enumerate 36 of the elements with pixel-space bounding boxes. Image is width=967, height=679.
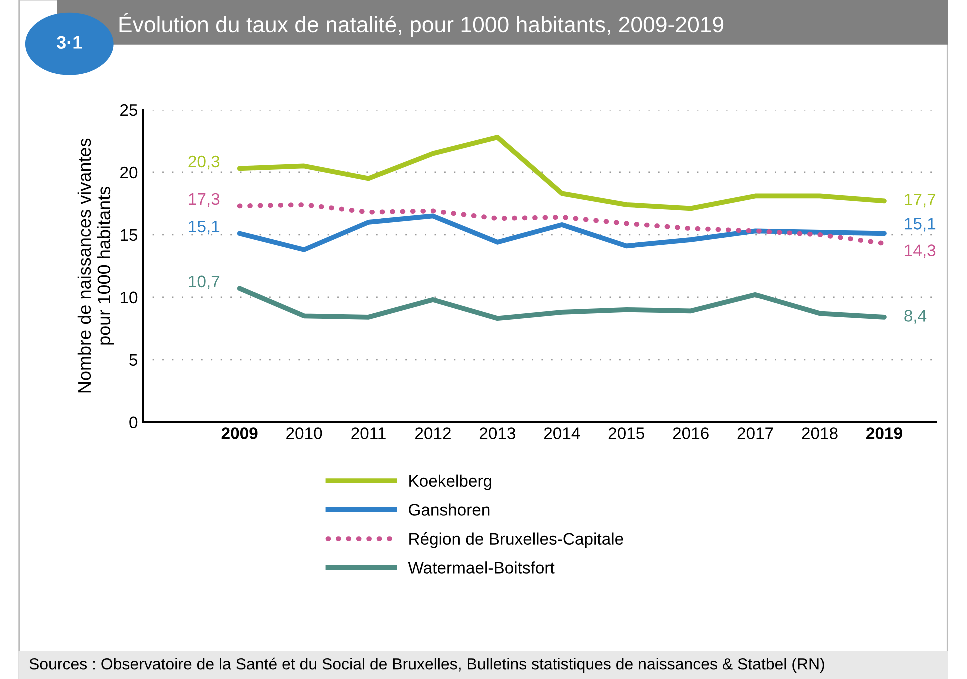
x-tick-label: 2013 [480, 428, 516, 440]
legend-label: Watermael-Boitsfort [408, 562, 555, 574]
data-label: 10,7 [189, 276, 220, 290]
chart-title: Évolution du taux de natalité, pour 1000 habitants, 2009-2019 [120, 13, 724, 38]
x-tick-label: 2017 [738, 428, 774, 440]
x-tick-label: 2016 [673, 428, 709, 440]
x-tick-label: 2019 [866, 428, 902, 440]
x-tick-label: 2015 [608, 428, 644, 440]
data-label: 20,3 [188, 156, 220, 170]
x-tick-label: 2014 [544, 428, 580, 440]
text: 3·1 [56, 36, 82, 50]
line-series [237, 214, 887, 252]
y-tick-label: 20 [120, 166, 138, 179]
source-note: Sources : Observatoire de la Santé et du Social de Bruxelles, Bulletins statistiques de naissances & Statbel (RN) [30, 658, 824, 673]
y-tick-label: 5 [130, 354, 138, 366]
y-tick-label: 25 [120, 104, 138, 116]
data-label: 17,3 [189, 193, 220, 208]
line-series [237, 135, 887, 212]
y-tick-label: 0 [130, 416, 138, 429]
x-tick-label: 2010 [286, 428, 322, 440]
data-label: 8,4 [904, 310, 927, 324]
x-tick-label: 2009 [222, 428, 258, 440]
y-axis-title: Nombre de naissances vivantes pour 1000 habitants [78, 138, 114, 393]
data-label: 15,1 [905, 218, 936, 232]
x-tick-label: 2012 [416, 428, 451, 440]
y-tick-label: 15 [120, 230, 138, 242]
legend-label: Ganshoren [409, 504, 490, 516]
legend-label: Région de Bruxelles-Capitale [410, 532, 624, 548]
data-label: 17,7 [905, 194, 936, 208]
data-label: 15,1 [189, 220, 220, 235]
legend-label: Koekelberg [410, 474, 492, 490]
line-series [237, 286, 887, 322]
y-tick-label: 10 [120, 292, 138, 304]
x-tick-label: 2011 [352, 428, 386, 440]
data-label: 14,3 [905, 244, 936, 258]
x-tick-label: 2018 [802, 428, 838, 440]
